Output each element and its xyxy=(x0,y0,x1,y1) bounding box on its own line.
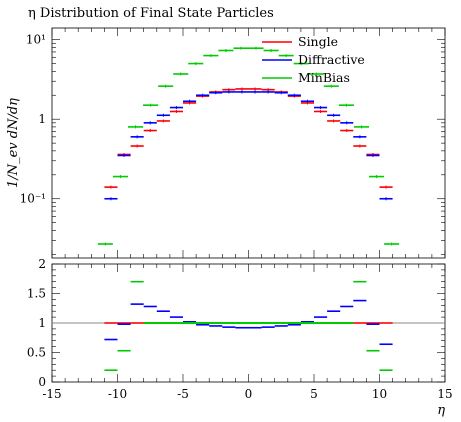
ratio-x-tick-label: 0 xyxy=(245,387,253,401)
main-y-tick-label: 10⁻¹ xyxy=(20,192,46,206)
ratio-y-tick-label: 0 xyxy=(38,375,46,389)
ratio-x-tick-label: -10 xyxy=(108,387,127,401)
data-series xyxy=(52,46,445,372)
main-y-tick-label: 10¹ xyxy=(26,33,46,47)
ratio-x-tick-label: -5 xyxy=(177,387,189,401)
legend-label-minbias: MinBias xyxy=(298,70,350,85)
ratio-y-tick-label: 2 xyxy=(38,257,46,271)
ratio-x-tick-label: 10 xyxy=(372,387,387,401)
legend: Single Diffractive MinBias xyxy=(262,34,365,85)
ratio-x-tick-label: 5 xyxy=(310,387,318,401)
x-axis-label: η xyxy=(437,403,445,418)
ratio-y-tick-label: 1.5 xyxy=(27,287,46,301)
main-y-tick-label: 1 xyxy=(38,112,46,126)
chart-title: η Distribution of Final State Particles xyxy=(28,6,274,21)
axis-ticks xyxy=(51,28,446,383)
main-y-axis-label: 1/N_ev dN/dη xyxy=(6,98,21,188)
main-plot-frame xyxy=(51,27,446,259)
ratio-y-tick-label: 0.5 xyxy=(27,346,46,360)
plot-frames xyxy=(51,27,446,383)
ratio-x-tick-label: 15 xyxy=(437,387,452,401)
legend-label-single: Single xyxy=(298,34,338,49)
text-labels: -15 -10 -5 0 5 10 15 10⁻¹ 1 10¹ 0 0.5 1 1.5 2 η Distrib… xyxy=(6,6,453,418)
ratio-y-tick-label: 1 xyxy=(38,316,46,330)
legend-label-diffractive: Diffractive xyxy=(298,52,365,67)
ratio-x-tick-label: -15 xyxy=(42,387,61,401)
